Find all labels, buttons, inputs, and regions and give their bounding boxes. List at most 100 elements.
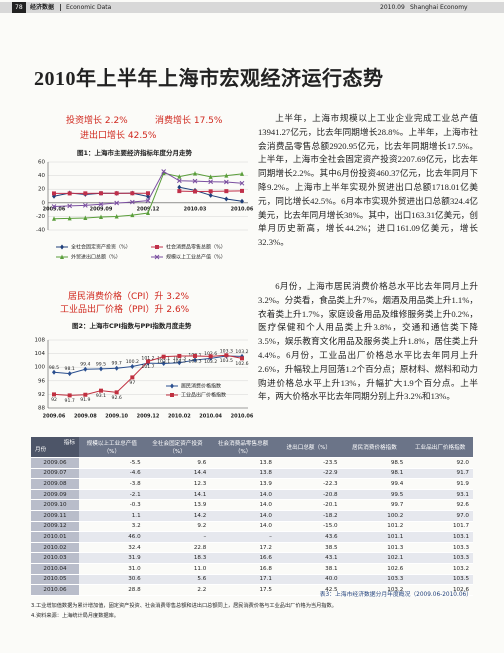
marker <box>155 245 159 249</box>
marker <box>146 210 150 215</box>
marker <box>208 189 213 194</box>
column-header: 社会消费品零售总额（%） <box>210 437 276 458</box>
marker <box>240 353 244 359</box>
month-cell: 2009.11 <box>31 510 79 522</box>
marker <box>98 201 104 207</box>
marker <box>83 392 88 397</box>
marker <box>67 371 72 377</box>
marker <box>67 191 72 196</box>
y-tick-label: 0 <box>42 200 46 206</box>
marker <box>145 198 151 203</box>
column-header: 全社会固定资产投资（%） <box>144 437 211 458</box>
marker <box>177 189 182 194</box>
cell: 101.3 <box>341 542 408 554</box>
data-label: 99.5 <box>96 361 106 367</box>
cell: 40.0 <box>275 574 342 586</box>
corner-label: 指标 <box>63 440 75 446</box>
section-en: Economic Data <box>60 4 111 11</box>
cell: -20.8 <box>275 489 342 501</box>
data-label: 103.1 <box>157 359 170 365</box>
cell: 13.9 <box>210 478 276 490</box>
table-row: 2009.06 -5.5 9.6 13.8 -23.5 98.5 92.0 <box>31 457 473 469</box>
column-header: 工业品出厂价格指数 <box>407 437 473 458</box>
marker <box>83 366 88 372</box>
marker <box>146 191 150 196</box>
magazine: Shanghai Economy <box>410 4 468 11</box>
figure-title: 图1：上海市主要经济指标年度分月走势 <box>77 149 193 157</box>
cell: -20.1 <box>275 499 342 511</box>
headline: 消费增长 17.5% <box>155 116 223 126</box>
marker <box>130 212 135 218</box>
cell: 32.4 <box>79 542 145 554</box>
cell: 102.6 <box>341 563 408 575</box>
month-cell: 2010.04 <box>31 563 79 575</box>
table-row: 2009.08 -3.8 12.3 13.9 -22.3 99.4 91.9 <box>31 478 473 490</box>
cell: 28.8 <box>79 584 145 596</box>
y-tick-label: -20 <box>36 214 45 220</box>
cell: 38.5 <box>275 542 342 554</box>
table-row: 2010.05 30.6 5.6 17.1 40.0 103.3 103.5 <box>31 574 473 586</box>
cell: 103.3 <box>407 542 473 554</box>
note: 4.资料来源：上海统计局月度数据库。 <box>31 613 119 619</box>
marker <box>51 204 57 209</box>
cell: 46.0 <box>79 531 145 543</box>
table-row: 2010.06 28.8 2.2 17.5 42.5 103.2 102.6 <box>31 584 473 596</box>
month-cell: 2009.10 <box>31 499 79 511</box>
data-label: 102.6 <box>204 351 217 357</box>
corner-label: 月份 <box>35 447 47 453</box>
cell: 103.2 <box>341 584 408 596</box>
data-label: 91.7 <box>65 398 75 404</box>
x-tick-label: 2009.12 <box>137 414 160 420</box>
cell: -3.8 <box>79 478 145 490</box>
marker <box>130 191 135 196</box>
data-label: 92 <box>51 397 57 403</box>
data-label: 98.1 <box>65 366 75 372</box>
legend-label: 规模以上工业总产值（%） <box>166 254 226 261</box>
cell: 99.4 <box>341 478 408 490</box>
table-row: 2009.11 1.1 14.2 14.0 -18.2 100.2 97.0 <box>31 510 473 522</box>
cell: -18.2 <box>275 510 342 522</box>
x-tick-label: 2010.04 <box>199 414 222 420</box>
marker <box>193 353 197 358</box>
cell: 9.6 <box>144 457 211 469</box>
cell: 100.2 <box>341 510 408 522</box>
figure-title: 图2：上海市CPI指数与PPI指数月度走势 <box>72 322 192 330</box>
marker <box>239 180 245 186</box>
cell: 31.9 <box>79 552 145 564</box>
marker <box>208 354 213 359</box>
marker <box>129 199 135 205</box>
cell: 102.1 <box>341 552 408 564</box>
marker <box>99 388 103 393</box>
cell: 13.8 <box>210 457 276 469</box>
table-row: 2009.10 -0.3 13.9 14.0 -20.1 99.7 92.6 <box>31 499 473 511</box>
headline: 进出口增长 42.5% <box>80 131 157 141</box>
data-label: 100.2 <box>126 359 139 365</box>
marker <box>170 383 174 389</box>
month-cell: 2010.06 <box>31 584 79 596</box>
cell: -4.6 <box>79 468 145 480</box>
cell: 101.1 <box>341 531 408 543</box>
y-tick-label: 108 <box>35 338 46 344</box>
cell: 42.5 <box>275 584 342 596</box>
cell: 43.6 <box>275 531 342 543</box>
marker <box>146 359 150 364</box>
cell: 11.0 <box>144 563 211 575</box>
data-label: 103.3 <box>188 358 201 364</box>
cell: 101.7 <box>407 521 473 533</box>
cell: 14.1 <box>144 489 211 501</box>
legend-label: 全社会固定资产投资（%） <box>71 244 131 251</box>
cell: 14.0 <box>210 521 276 533</box>
cell: 91.9 <box>407 478 473 490</box>
cell: 1.1 <box>79 510 145 522</box>
data-label: 102.6 <box>235 361 248 367</box>
cell: 102.6 <box>407 584 473 596</box>
y-tick-label: 88 <box>38 406 45 412</box>
cell: 14.0 <box>210 499 276 511</box>
marker <box>52 191 56 196</box>
cell: 14.0 <box>210 510 276 522</box>
marker <box>83 191 88 196</box>
data-label: 103.5 <box>220 358 233 364</box>
marker <box>161 169 167 174</box>
y-tick-label: -40 <box>36 228 45 234</box>
